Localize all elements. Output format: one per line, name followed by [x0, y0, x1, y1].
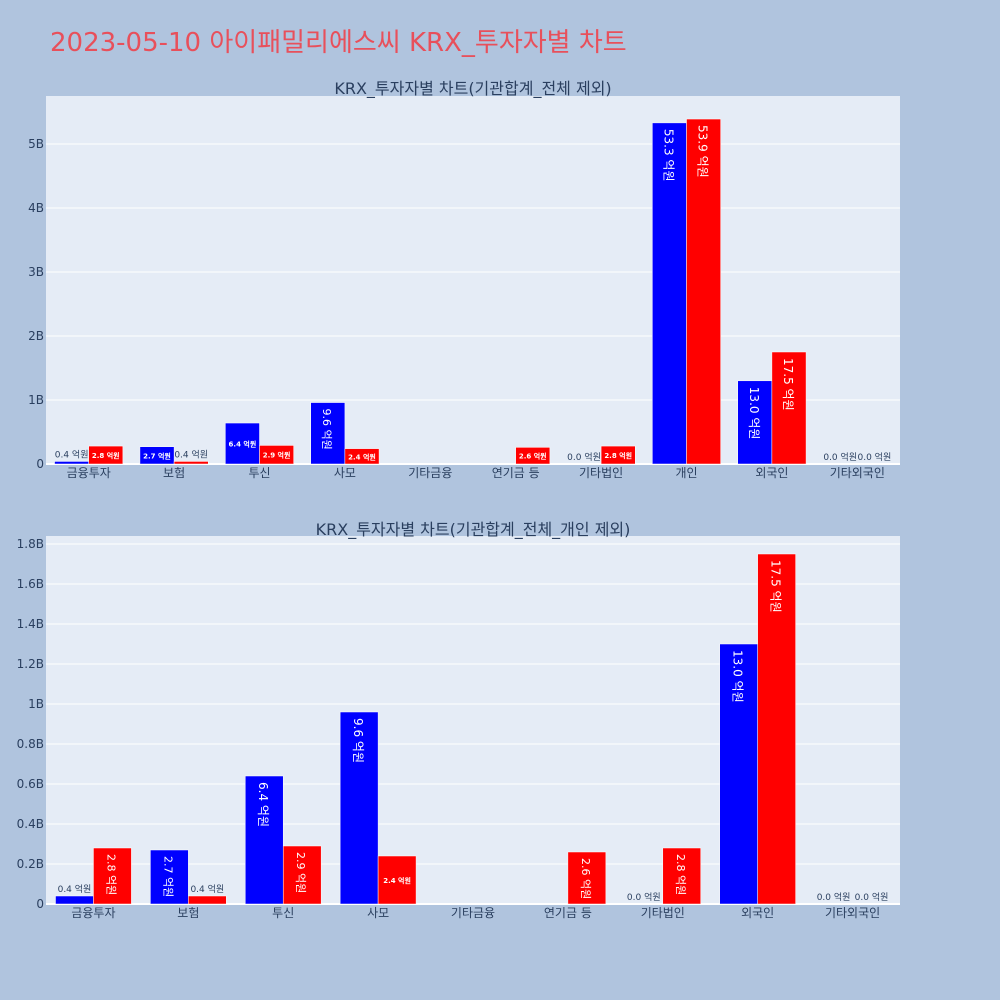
y-tick-label: 1B [28, 697, 44, 711]
bar [662, 847, 701, 905]
x-tick-label: 연기금 등 [492, 466, 540, 480]
bar [54, 461, 89, 465]
data-label: 2.6 억원 [519, 452, 547, 461]
y-tick-label: 1B [28, 393, 44, 407]
data-label: 0.4 억원 [174, 448, 208, 460]
bar [245, 775, 284, 905]
y-tick-label: 1.8B [17, 537, 44, 551]
x-tick-label: 보험 [177, 906, 199, 920]
bar [259, 445, 294, 465]
data-label: 2.9 억원 [294, 852, 307, 893]
data-label: 0.4 억원 [58, 883, 92, 895]
data-label: 0.0 억원 [627, 891, 661, 903]
bar [139, 446, 175, 465]
y-tick-label: 0.8B [17, 737, 44, 751]
data-label: 2.8 억원 [104, 854, 117, 895]
bar [771, 351, 807, 465]
data-label: 53.3 억원 [661, 129, 675, 182]
data-label: 2.6 억원 [579, 858, 592, 899]
x-tick-label: 기타외국인 [825, 906, 880, 920]
bar [719, 643, 758, 905]
x-tick-label: 사모 [367, 906, 389, 920]
bar [282, 845, 322, 905]
y-tick-label: 1.2B [17, 657, 44, 671]
data-label: 0.4 억원 [55, 448, 89, 460]
bar [339, 711, 379, 905]
bar [310, 402, 346, 465]
data-label: 0.0 억원 [823, 451, 857, 463]
x-tick-label: 기타법인 [579, 466, 623, 480]
data-label: 2.9 억원 [263, 451, 291, 460]
y-tick-label: 0 [36, 897, 44, 911]
data-label: 0.0 억원 [855, 891, 889, 903]
bar [757, 553, 796, 905]
bar [344, 448, 380, 465]
bar [225, 422, 260, 465]
data-label: 0.0 억원 [567, 451, 601, 463]
data-label: 2.7 억원 [143, 451, 171, 460]
x-tick-label: 사모 [334, 466, 356, 480]
x-tick-label: 기타금융 [451, 906, 495, 920]
chart-panel-2: KRX_투자자별 차트(기관합계_전체_개인 제외) 0 0.2B 0.4B 0.6B 0… [17, 520, 900, 920]
x-tick-label: 외국인 [755, 466, 788, 480]
bar [567, 851, 607, 905]
bar [188, 895, 227, 905]
y-tick-label: 0 [36, 457, 44, 471]
bar [173, 461, 209, 465]
y-tick-label: 4B [28, 201, 44, 215]
data-label: 6.4 억원 [229, 440, 257, 449]
data-label: 9.6 억원 [320, 409, 333, 450]
x-tick-label: 기타외국인 [830, 466, 885, 480]
x-tick-label: 기타법인 [641, 906, 685, 920]
y-tick-label: 1.4B [17, 617, 44, 631]
x-tick-label: 보험 [163, 466, 185, 480]
data-label: 13.0 억원 [747, 387, 761, 440]
x-tick-label: 금융투자 [67, 466, 111, 480]
x-tick-label: 개인 [675, 466, 697, 480]
bar [515, 447, 551, 465]
data-label: 13.0 억원 [731, 650, 745, 703]
y-tick-label: 2B [28, 329, 44, 343]
x-tick-label: 금융투자 [71, 906, 115, 920]
bar [652, 122, 687, 465]
data-label: 2.7 억원 [161, 856, 174, 897]
data-label: 2.8 억원 [604, 451, 632, 460]
data-label: 0.4 억원 [190, 883, 224, 895]
y-tick-label: 1.6B [17, 577, 44, 591]
x-tick-label: 연기금 등 [544, 906, 592, 920]
data-label: 53.9 억원 [696, 125, 710, 178]
y-tick-label: 3B [28, 265, 44, 279]
bar [88, 445, 124, 465]
bar [55, 895, 94, 905]
bar [737, 380, 773, 465]
y-tick-label: 0.2B [17, 857, 44, 871]
bar [600, 445, 636, 465]
data-label: 2.4 억원 [348, 452, 376, 461]
bar [150, 849, 189, 905]
data-label: 0.0 억원 [858, 451, 892, 463]
y-tick-label: 0.6B [17, 777, 44, 791]
y-tick-label: 0.4B [17, 817, 44, 831]
data-label: 9.6 억원 [351, 718, 365, 763]
data-label: 0.0 억원 [817, 891, 851, 903]
chart-title: KRX_투자자별 차트(기관합계_전체_개인 제외) [316, 520, 631, 540]
data-label: 6.4 억원 [256, 782, 270, 827]
x-tick-label: 투신 [248, 466, 270, 480]
x-tick-label: 기타금융 [408, 466, 452, 480]
bar [686, 118, 721, 465]
x-tick-label: 투신 [272, 906, 294, 920]
data-label: 2.8 억원 [92, 451, 120, 460]
chart-panel-1: KRX_투자자별 차트(기관합계_전체 제외) 0 1B 2B 3B 4B 5B 금융투자 0.… [28, 79, 900, 480]
chart-title: KRX_투자자별 차트(기관합계_전체 제외) [334, 79, 611, 99]
bar [93, 847, 132, 905]
data-label: 17.5 억원 [781, 358, 795, 411]
page-title: 2023-05-10 아이패밀리에스씨 KRX_투자자별 차트 [50, 28, 627, 58]
data-label: 2.8 억원 [674, 854, 687, 895]
data-label: 2.4 억원 [383, 876, 411, 885]
bar [377, 855, 417, 905]
y-tick-label: 5B [28, 137, 44, 151]
data-label: 17.5 억원 [769, 560, 783, 613]
x-tick-label: 외국인 [741, 906, 774, 920]
